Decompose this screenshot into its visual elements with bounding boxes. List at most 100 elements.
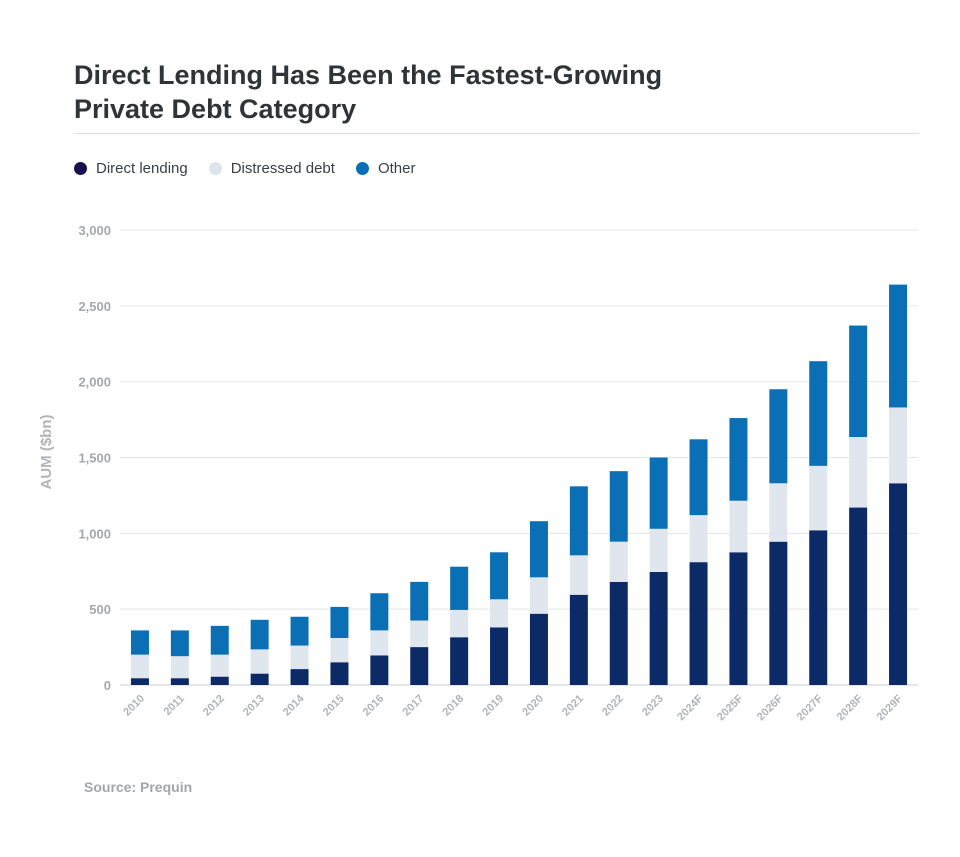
bar-segment-other [889, 284, 908, 408]
x-tick-label: 2022 [600, 693, 626, 719]
legend-label-distressed-debt: Distressed debt [230, 160, 335, 177]
legend: Direct lending Distressed debt Other [74, 160, 436, 177]
bar-segment-distressed-debt [849, 437, 868, 508]
legend-swatch-direct-lending [74, 162, 87, 175]
bar-segment-direct-lending [290, 669, 309, 685]
bar-segment-distressed-debt [290, 645, 309, 670]
x-tick-label: 2013 [241, 693, 267, 719]
bar-segment-other [210, 625, 229, 655]
bar-segment-distressed-debt [490, 599, 509, 628]
x-tick-label: 2019 [480, 693, 506, 719]
bar-segment-direct-lending [529, 613, 548, 685]
bar-segment-direct-lending [689, 562, 708, 685]
legend-swatch-other [355, 162, 369, 175]
x-tick-label: 2027F [795, 692, 826, 723]
y-tick-label: 3,000 [78, 223, 111, 238]
bar-segment-other [729, 418, 748, 501]
bar-segment-direct-lending [849, 507, 868, 685]
bar-segment-distressed-debt [210, 654, 229, 677]
x-tick-label: 2016 [361, 693, 387, 719]
bar-segment-distressed-debt [250, 649, 269, 674]
x-tick-label: 2010 [121, 693, 147, 719]
bar-segment-other [689, 439, 708, 516]
bar-segment-distressed-debt [729, 500, 748, 553]
bar-segment-other [290, 616, 309, 646]
x-tick-label: 2012 [201, 693, 227, 719]
chart-title-line-2: Private Debt Category [74, 94, 357, 124]
y-tick-label: 2,000 [78, 375, 111, 390]
y-tick-label: 0 [104, 678, 111, 693]
bar-segment-direct-lending [569, 594, 588, 685]
x-tick-label: 2021 [560, 693, 586, 719]
legend-label-direct-lending: Direct lending [96, 160, 188, 177]
bar-segment-distressed-debt [330, 637, 349, 663]
bar-segment-other [450, 566, 469, 610]
x-tick-label: 2015 [321, 693, 347, 719]
bar-segment-distressed-debt [170, 656, 189, 679]
chart-title: Direct Lending Has Been the Fastest-Grow… [74, 58, 662, 126]
bar-segment-distressed-debt [889, 407, 908, 484]
bar-segment-direct-lending [490, 627, 509, 685]
bar-segment-other [410, 581, 429, 621]
x-tick-label: 2025F [715, 692, 746, 723]
x-tick-label: 2017 [401, 693, 427, 719]
bar-segment-other [529, 521, 548, 578]
chart-title-line-1: Direct Lending Has Been the Fastest-Grow… [74, 60, 663, 90]
x-tick-label: 2023 [640, 693, 666, 719]
bar-segment-direct-lending [450, 637, 469, 685]
y-axis-title: AUM ($bn) [38, 415, 55, 490]
x-tick-label: 2011 [162, 693, 187, 718]
bar-segment-direct-lending [370, 655, 389, 685]
y-tick-label: 1,500 [78, 451, 111, 466]
legend-item-distressed-debt: Distressed debt [208, 160, 335, 177]
bar-segment-other [609, 471, 628, 542]
bar-segment-direct-lending [649, 572, 668, 685]
bar-segment-distressed-debt [809, 465, 828, 531]
bar-segment-other [769, 389, 788, 484]
x-tick-label: 2014 [281, 692, 307, 718]
bar-segment-direct-lending [410, 647, 429, 685]
bar-segment-other [330, 606, 349, 638]
bar-segment-other [809, 361, 828, 466]
bar-segment-direct-lending [809, 530, 828, 685]
bar-segment-direct-lending [170, 678, 189, 685]
bar-segment-distressed-debt [689, 515, 708, 563]
bar-segment-direct-lending [769, 541, 788, 685]
source-note: Source: Prequin [84, 779, 193, 795]
bar-segment-distressed-debt [769, 483, 788, 542]
bar-segment-direct-lending [210, 676, 229, 685]
y-tick-label: 2,500 [78, 299, 111, 314]
x-tick-label: 2020 [520, 693, 546, 719]
bar-segment-direct-lending [250, 673, 269, 685]
bar-segment-distressed-debt [529, 577, 548, 614]
x-tick-label: 2026F [755, 692, 786, 723]
bar-segment-direct-lending [130, 678, 149, 685]
bar-segment-distressed-debt [450, 609, 469, 638]
bar-segment-other [649, 457, 668, 529]
bar-segment-direct-lending [330, 662, 349, 685]
title-divider [74, 133, 919, 134]
y-tick-label: 500 [89, 602, 111, 617]
bar-segment-other [170, 630, 189, 657]
bar-segment-other [490, 552, 509, 600]
bar-segment-distressed-debt [370, 630, 389, 656]
legend-item-other: Other [355, 160, 416, 177]
bar-segment-distressed-debt [649, 528, 668, 573]
legend-label-other: Other [377, 160, 416, 177]
y-tick-label: 1,000 [78, 526, 111, 541]
bar-segment-direct-lending [889, 483, 908, 685]
legend-item-direct-lending: Direct lending [74, 160, 188, 177]
bar-segment-distressed-debt [569, 555, 588, 595]
bar-segment-other [569, 486, 588, 556]
bar-segment-distressed-debt [410, 620, 429, 648]
x-tick-label: 2029F [875, 692, 906, 723]
bar-segment-direct-lending [729, 552, 748, 685]
legend-swatch-distressed-debt [208, 162, 222, 175]
bar-segment-other [849, 325, 868, 438]
bar-segment-other [130, 630, 149, 655]
x-tick-label: 2024F [675, 692, 706, 723]
x-tick-label: 2028F [835, 692, 866, 723]
bar-segment-distressed-debt [130, 654, 149, 679]
x-tick-label: 2018 [440, 693, 466, 719]
